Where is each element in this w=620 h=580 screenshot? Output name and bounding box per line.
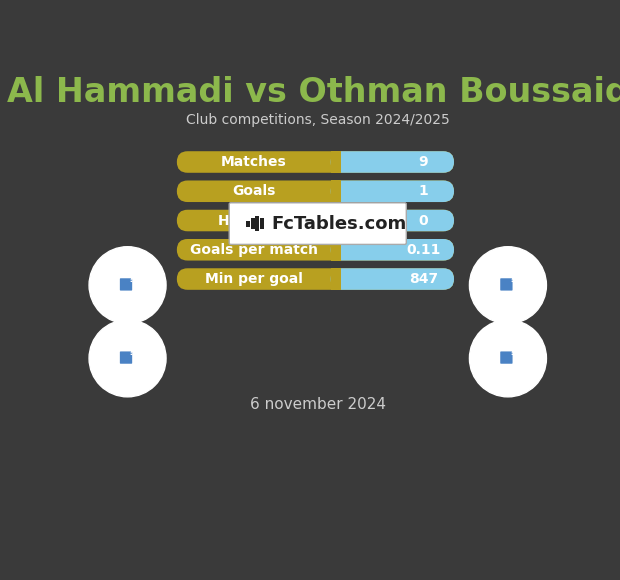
FancyBboxPatch shape [330, 269, 454, 290]
Circle shape [469, 246, 546, 324]
FancyBboxPatch shape [250, 218, 255, 229]
FancyBboxPatch shape [229, 203, 406, 244]
FancyBboxPatch shape [260, 218, 264, 229]
FancyBboxPatch shape [330, 180, 342, 202]
FancyBboxPatch shape [255, 216, 259, 231]
Circle shape [89, 246, 166, 324]
FancyBboxPatch shape [177, 239, 454, 260]
FancyBboxPatch shape [120, 351, 132, 364]
FancyBboxPatch shape [246, 220, 250, 227]
Text: 0.11: 0.11 [406, 243, 440, 257]
FancyBboxPatch shape [330, 151, 454, 173]
FancyBboxPatch shape [120, 278, 132, 291]
Text: 847: 847 [409, 272, 438, 286]
Text: ?: ? [509, 274, 515, 284]
FancyBboxPatch shape [177, 180, 454, 202]
Text: Goals per match: Goals per match [190, 243, 318, 257]
FancyBboxPatch shape [177, 210, 454, 231]
FancyBboxPatch shape [330, 210, 342, 231]
FancyBboxPatch shape [330, 269, 342, 290]
Text: Matches: Matches [221, 155, 286, 169]
FancyBboxPatch shape [330, 239, 454, 260]
Text: Min per goal: Min per goal [205, 272, 303, 286]
Circle shape [469, 320, 546, 397]
FancyBboxPatch shape [330, 151, 342, 173]
Circle shape [89, 320, 166, 397]
FancyBboxPatch shape [500, 278, 513, 291]
Text: ?: ? [128, 274, 134, 284]
Text: 1: 1 [418, 184, 428, 198]
FancyBboxPatch shape [500, 351, 513, 364]
Text: 6 november 2024: 6 november 2024 [250, 397, 386, 412]
Text: FcTables.com: FcTables.com [271, 215, 406, 233]
Text: 9: 9 [418, 155, 428, 169]
FancyBboxPatch shape [330, 210, 454, 231]
Text: Club competitions, Season 2024/2025: Club competitions, Season 2024/2025 [186, 113, 450, 126]
FancyBboxPatch shape [330, 180, 454, 202]
Text: ?: ? [509, 347, 515, 357]
Text: Goals: Goals [232, 184, 275, 198]
FancyBboxPatch shape [177, 151, 454, 173]
Text: ?: ? [128, 347, 134, 357]
FancyBboxPatch shape [330, 239, 342, 260]
FancyBboxPatch shape [177, 269, 454, 290]
Text: Hattricks: Hattricks [218, 213, 290, 227]
Text: Al Hammadi vs Othman Boussaid: Al Hammadi vs Othman Boussaid [7, 76, 620, 109]
Text: 0: 0 [418, 213, 428, 227]
